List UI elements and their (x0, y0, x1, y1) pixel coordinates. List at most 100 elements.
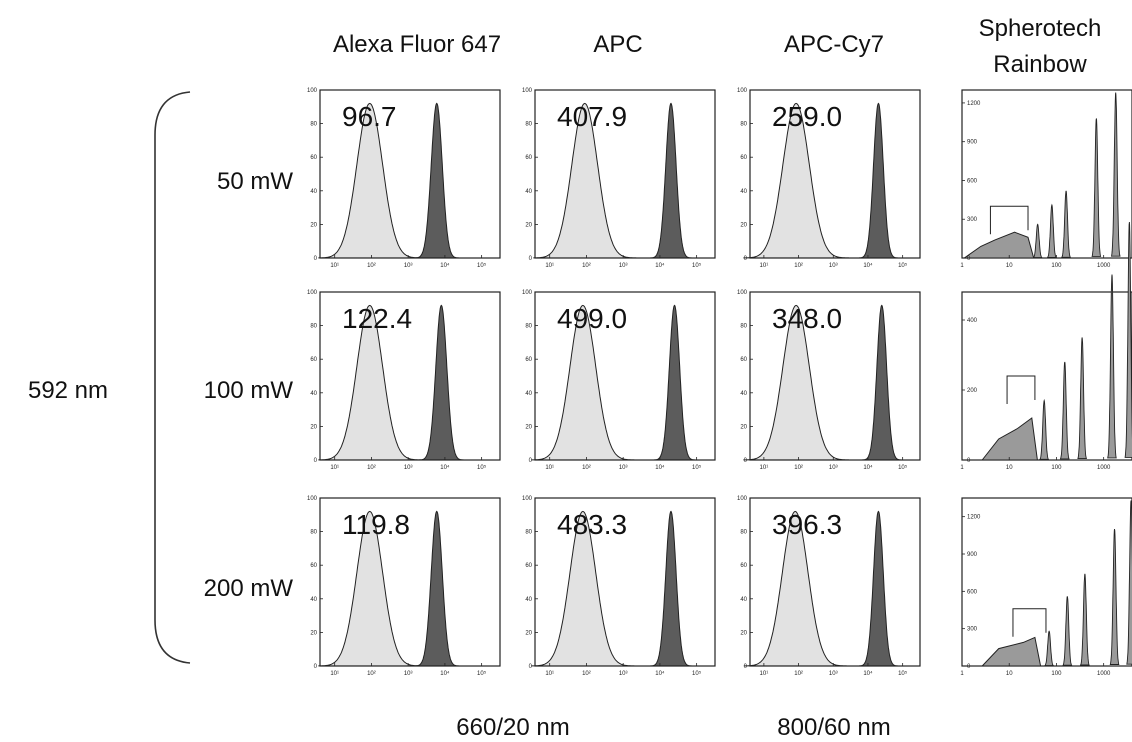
row-group-brace (154, 91, 191, 664)
y-tick-label: 40 (310, 391, 317, 397)
x-tick-label: 10¹ (760, 263, 769, 269)
y-tick-label: 300 (967, 627, 978, 633)
x-tick-label: 100 (1051, 671, 1062, 677)
x-tick-label: 10¹ (330, 671, 339, 677)
x-tick-label: 10⁴ (655, 262, 665, 269)
bead-peak (1079, 573, 1090, 666)
x-tick-label: 10³ (829, 465, 838, 471)
positive-population-peak (414, 510, 459, 667)
x-tick-label: 10⁵ (477, 464, 487, 471)
x-tick-label: 10³ (404, 263, 413, 269)
x-tick-label: 10⁴ (863, 262, 873, 269)
x-tick-label: 10² (794, 671, 803, 677)
y-tick-label: 40 (740, 391, 747, 397)
column-header-rainbow-line2: Rainbow (993, 51, 1087, 78)
x-tick-label: 10³ (404, 671, 413, 677)
y-tick-label: 900 (967, 552, 978, 558)
positive-population-peak (650, 510, 692, 667)
y-tick-label: 60 (310, 155, 317, 161)
y-tick-label: 0 (529, 458, 533, 464)
x-tick-label: 1000 (1097, 263, 1111, 269)
histogram-panel-r1-c1: 0 20 40 60 80 100 10¹ 10² 10³ 10⁴ 10⁵ 499.0 (522, 290, 716, 471)
histogram-panel-r0-c1: 0 20 40 60 80 100 10¹ 10² 10³ 10⁴ 10⁵ 407.9 (522, 88, 716, 269)
bead-peak (1077, 337, 1087, 460)
bead-peak (1061, 190, 1071, 258)
histogram-panel-r2-c1: 0 20 40 60 80 100 10¹ 10² 10³ 10⁴ 10⁵ 483.3 (522, 496, 716, 677)
x-tick-label: 10 (1006, 465, 1013, 471)
x-tick-label: 100 (1051, 465, 1062, 471)
bead-peak (1032, 223, 1043, 259)
y-tick-label: 40 (740, 189, 747, 195)
y-tick-label: 80 (525, 530, 532, 536)
y-tick-label: 0 (967, 458, 971, 464)
bead-peak (1126, 500, 1132, 665)
y-tick-label: 0 (314, 458, 318, 464)
negative-population-peak (318, 510, 422, 667)
negative-population-peak (533, 102, 637, 259)
y-tick-label: 0 (314, 256, 318, 262)
y-tick-label: 20 (740, 424, 747, 430)
y-tick-label: 1200 (967, 101, 981, 107)
dim-bead-bracket (1012, 608, 1047, 637)
mfi-value-label: 119.8 (342, 509, 410, 540)
x-tick-label: 10 (1006, 671, 1013, 677)
x-tick-label: 10 (1006, 263, 1013, 269)
x-tick-label: 10² (582, 671, 591, 677)
y-tick-label: 40 (525, 189, 532, 195)
negative-population-peak (743, 510, 847, 667)
x-tick-label: 10⁴ (655, 464, 665, 471)
rainbow-panel-r0: 0 300 600 900 1200 1 10 100 1000 (960, 89, 1132, 269)
y-tick-label: 600 (967, 178, 978, 184)
x-tick-label: 10³ (829, 671, 838, 677)
x-tick-label: 10³ (829, 263, 838, 269)
bead-peak (1039, 398, 1050, 460)
negative-population-peak (531, 510, 635, 667)
x-tick-label: 10¹ (330, 465, 339, 471)
histogram-panel-r0-c0: 0 20 40 60 80 100 10¹ 10² 10³ 10⁴ 10⁵ 96.7 (307, 88, 501, 269)
x-tick-label: 10³ (619, 263, 628, 269)
bead-peak (1109, 529, 1120, 665)
mfi-value-label: 407.9 (557, 101, 627, 132)
y-tick-label: 40 (525, 597, 532, 603)
y-tick-label: 0 (314, 664, 318, 670)
wavelength-group-label: 592 nm (28, 377, 108, 404)
mfi-value-label: 348.0 (772, 303, 842, 334)
mfi-value-label: 259.0 (772, 101, 842, 132)
y-tick-label: 100 (522, 88, 533, 94)
y-tick-label: 100 (522, 290, 533, 296)
negative-population-peak (743, 102, 849, 259)
positive-population-peak (859, 510, 898, 667)
y-tick-label: 80 (310, 122, 317, 128)
column-header-apc-cy7: APC-Cy7 (784, 31, 884, 58)
y-tick-label: 0 (529, 664, 533, 670)
x-tick-label: 10³ (404, 465, 413, 471)
column-header-alexa-fluor-647: Alexa Fluor 647 (333, 31, 501, 58)
x-tick-label: 10¹ (760, 465, 769, 471)
x-tick-label: 10¹ (545, 263, 554, 269)
y-tick-label: 20 (310, 222, 317, 228)
x-tick-label: 10⁴ (863, 670, 873, 677)
y-tick-label: 100 (737, 496, 748, 502)
histogram-panel-r0-c2: 0 20 40 60 80 100 10¹ 10² 10³ 10⁴ 10⁵ 259.0 (737, 88, 921, 269)
bead-peak (1110, 92, 1121, 257)
x-tick-label: 10⁵ (898, 262, 908, 269)
x-tick-label: 100 (1051, 263, 1062, 269)
y-tick-label: 60 (525, 155, 532, 161)
positive-population-peak (650, 102, 692, 259)
y-tick-label: 40 (310, 597, 317, 603)
x-tick-label: 10⁴ (440, 262, 450, 269)
y-tick-label: 20 (310, 424, 317, 430)
y-tick-label: 20 (310, 630, 317, 636)
x-tick-label: 1000 (1097, 671, 1111, 677)
y-tick-label: 80 (310, 324, 317, 330)
negative-population-peak (531, 304, 635, 461)
x-tick-label: 10⁵ (898, 670, 908, 677)
x-tick-label: 10² (794, 465, 803, 471)
negative-population-peak (318, 304, 422, 461)
y-tick-label: 60 (740, 155, 747, 161)
y-tick-label: 80 (740, 530, 747, 536)
dim-bead-bracket (989, 205, 1029, 235)
histogram-panel-r2-c2: 0 20 40 60 80 100 10¹ 10² 10³ 10⁴ 10⁵ 396.3 (737, 496, 921, 677)
y-tick-label: 60 (740, 357, 747, 363)
